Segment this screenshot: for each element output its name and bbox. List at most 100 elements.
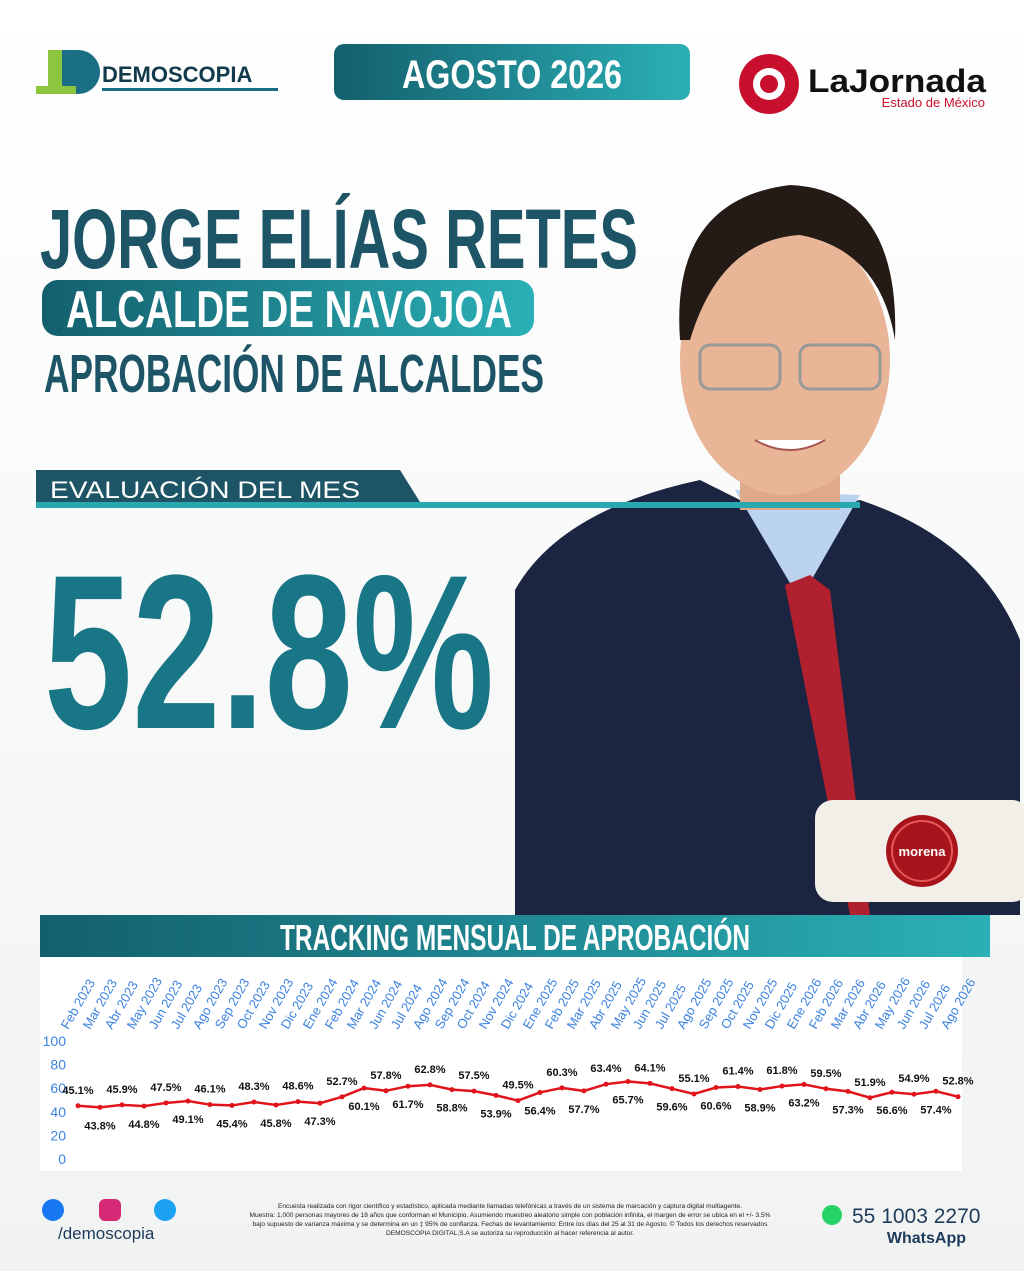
whatsapp-icon[interactable] bbox=[822, 1205, 842, 1225]
role: ALCALDE DE NAVOJOA bbox=[66, 281, 512, 339]
disclaimer-line: bajo supuesto de varianza máxima y se de… bbox=[253, 1220, 769, 1228]
point bbox=[625, 1078, 631, 1084]
value-label: 48.3% bbox=[238, 1081, 269, 1093]
point bbox=[141, 1103, 147, 1109]
y-tick-label: 80 bbox=[50, 1057, 66, 1073]
point bbox=[471, 1088, 477, 1094]
brand-underline bbox=[102, 88, 278, 91]
value-label: 65.7% bbox=[612, 1094, 643, 1106]
subtitle: APROBACIÓN DE ALCALDES bbox=[44, 344, 544, 404]
value-label: 60.1% bbox=[348, 1101, 379, 1113]
value-label: 55.1% bbox=[678, 1073, 709, 1085]
point bbox=[669, 1086, 675, 1092]
value-label: 61.7% bbox=[392, 1099, 423, 1111]
point bbox=[449, 1087, 455, 1093]
value-label: 52.7% bbox=[326, 1076, 357, 1088]
value-label: 43.8% bbox=[84, 1120, 115, 1132]
chart-panel bbox=[40, 957, 962, 1171]
value-label: 61.8% bbox=[766, 1065, 797, 1077]
value-label: 59.5% bbox=[810, 1068, 841, 1080]
point bbox=[273, 1102, 279, 1108]
role-pill bbox=[42, 280, 534, 336]
value-label: 63.2% bbox=[788, 1097, 819, 1109]
value-label: 53.9% bbox=[480, 1108, 511, 1120]
brand-name: DEMOSCOPIA bbox=[102, 62, 252, 87]
point bbox=[559, 1085, 565, 1091]
value-label: 54.9% bbox=[898, 1073, 929, 1085]
point bbox=[823, 1086, 829, 1092]
partner-name: LaJornada bbox=[808, 63, 986, 99]
point bbox=[933, 1088, 939, 1094]
partner-logo bbox=[739, 54, 799, 114]
value-label: 52.8% bbox=[942, 1076, 973, 1088]
value-label: 60.6% bbox=[700, 1100, 731, 1112]
point bbox=[691, 1091, 697, 1097]
value-label: 59.6% bbox=[656, 1102, 687, 1114]
value-label: 60.3% bbox=[546, 1067, 577, 1079]
point bbox=[97, 1104, 103, 1110]
point bbox=[185, 1098, 191, 1104]
y-tick-label: 20 bbox=[50, 1127, 66, 1143]
value-label: 45.9% bbox=[106, 1084, 137, 1096]
point bbox=[229, 1102, 235, 1108]
point bbox=[713, 1084, 719, 1090]
point bbox=[361, 1085, 367, 1091]
party-ring bbox=[891, 820, 953, 882]
point bbox=[647, 1080, 653, 1086]
value-label: 57.8% bbox=[370, 1070, 401, 1082]
point bbox=[383, 1088, 389, 1094]
y-tick-label: 0 bbox=[58, 1151, 66, 1167]
phone-label: WhatsApp bbox=[887, 1230, 966, 1247]
y-tick-label: 60 bbox=[50, 1080, 66, 1096]
value-label: 49.5% bbox=[502, 1080, 533, 1092]
instagram-icon[interactable] bbox=[99, 1199, 121, 1221]
value-label: 57.3% bbox=[832, 1104, 863, 1116]
value-label: 56.6% bbox=[876, 1105, 907, 1117]
name: JORGE ELÍAS RETES bbox=[40, 192, 638, 286]
value-label: 62.8% bbox=[414, 1064, 445, 1076]
point bbox=[75, 1103, 81, 1109]
point bbox=[119, 1102, 125, 1108]
disclaimer-line: Muestra: 1,000 personas mayores de 18 añ… bbox=[249, 1212, 770, 1219]
point bbox=[779, 1083, 785, 1089]
point bbox=[867, 1095, 873, 1101]
disclaimer-line: DEMOSCOPIA DIGITAL,S.A se autoriza su re… bbox=[386, 1230, 634, 1237]
evaluation-label: EVALUACIÓN DEL MES bbox=[50, 477, 360, 504]
point bbox=[537, 1089, 543, 1095]
value-label: 47.3% bbox=[304, 1116, 335, 1128]
point bbox=[251, 1099, 257, 1105]
value-label: 51.9% bbox=[854, 1077, 885, 1089]
value-label: 58.8% bbox=[436, 1103, 467, 1115]
point bbox=[207, 1102, 213, 1108]
value-label: 57.5% bbox=[458, 1070, 489, 1082]
point bbox=[889, 1089, 895, 1095]
value-label: 64.1% bbox=[634, 1062, 665, 1074]
chart-title: TRACKING MENSUAL DE APROBACIÓN bbox=[280, 916, 750, 958]
value-label: 61.4% bbox=[722, 1066, 753, 1078]
twitter-icon[interactable] bbox=[154, 1199, 176, 1221]
point bbox=[845, 1088, 851, 1094]
value-label: 47.5% bbox=[150, 1082, 181, 1094]
facebook-icon[interactable] bbox=[42, 1199, 64, 1221]
value-label: 49.1% bbox=[172, 1114, 203, 1126]
partner-sub: Estado de México bbox=[882, 95, 985, 110]
value-label: 58.9% bbox=[744, 1102, 775, 1114]
party-logo bbox=[886, 815, 958, 887]
value-label: 57.4% bbox=[920, 1104, 951, 1116]
value-label: 45.1% bbox=[62, 1085, 93, 1097]
point bbox=[603, 1081, 609, 1087]
disclaimer-line: Encuesta realizada con rigor científico … bbox=[278, 1203, 742, 1210]
date-pill bbox=[334, 44, 690, 100]
point bbox=[911, 1091, 917, 1097]
evaluation-rule bbox=[36, 502, 860, 508]
point bbox=[405, 1083, 411, 1089]
phone: 55 1003 2270 bbox=[852, 1205, 980, 1228]
point bbox=[581, 1088, 587, 1094]
point bbox=[955, 1094, 961, 1100]
value-label: 44.8% bbox=[128, 1119, 159, 1131]
point bbox=[163, 1100, 169, 1106]
value-label: 45.4% bbox=[216, 1118, 247, 1130]
y-tick-label: 100 bbox=[43, 1033, 67, 1049]
evaluation-tab bbox=[36, 470, 420, 502]
y-tick-label: 40 bbox=[50, 1104, 66, 1120]
